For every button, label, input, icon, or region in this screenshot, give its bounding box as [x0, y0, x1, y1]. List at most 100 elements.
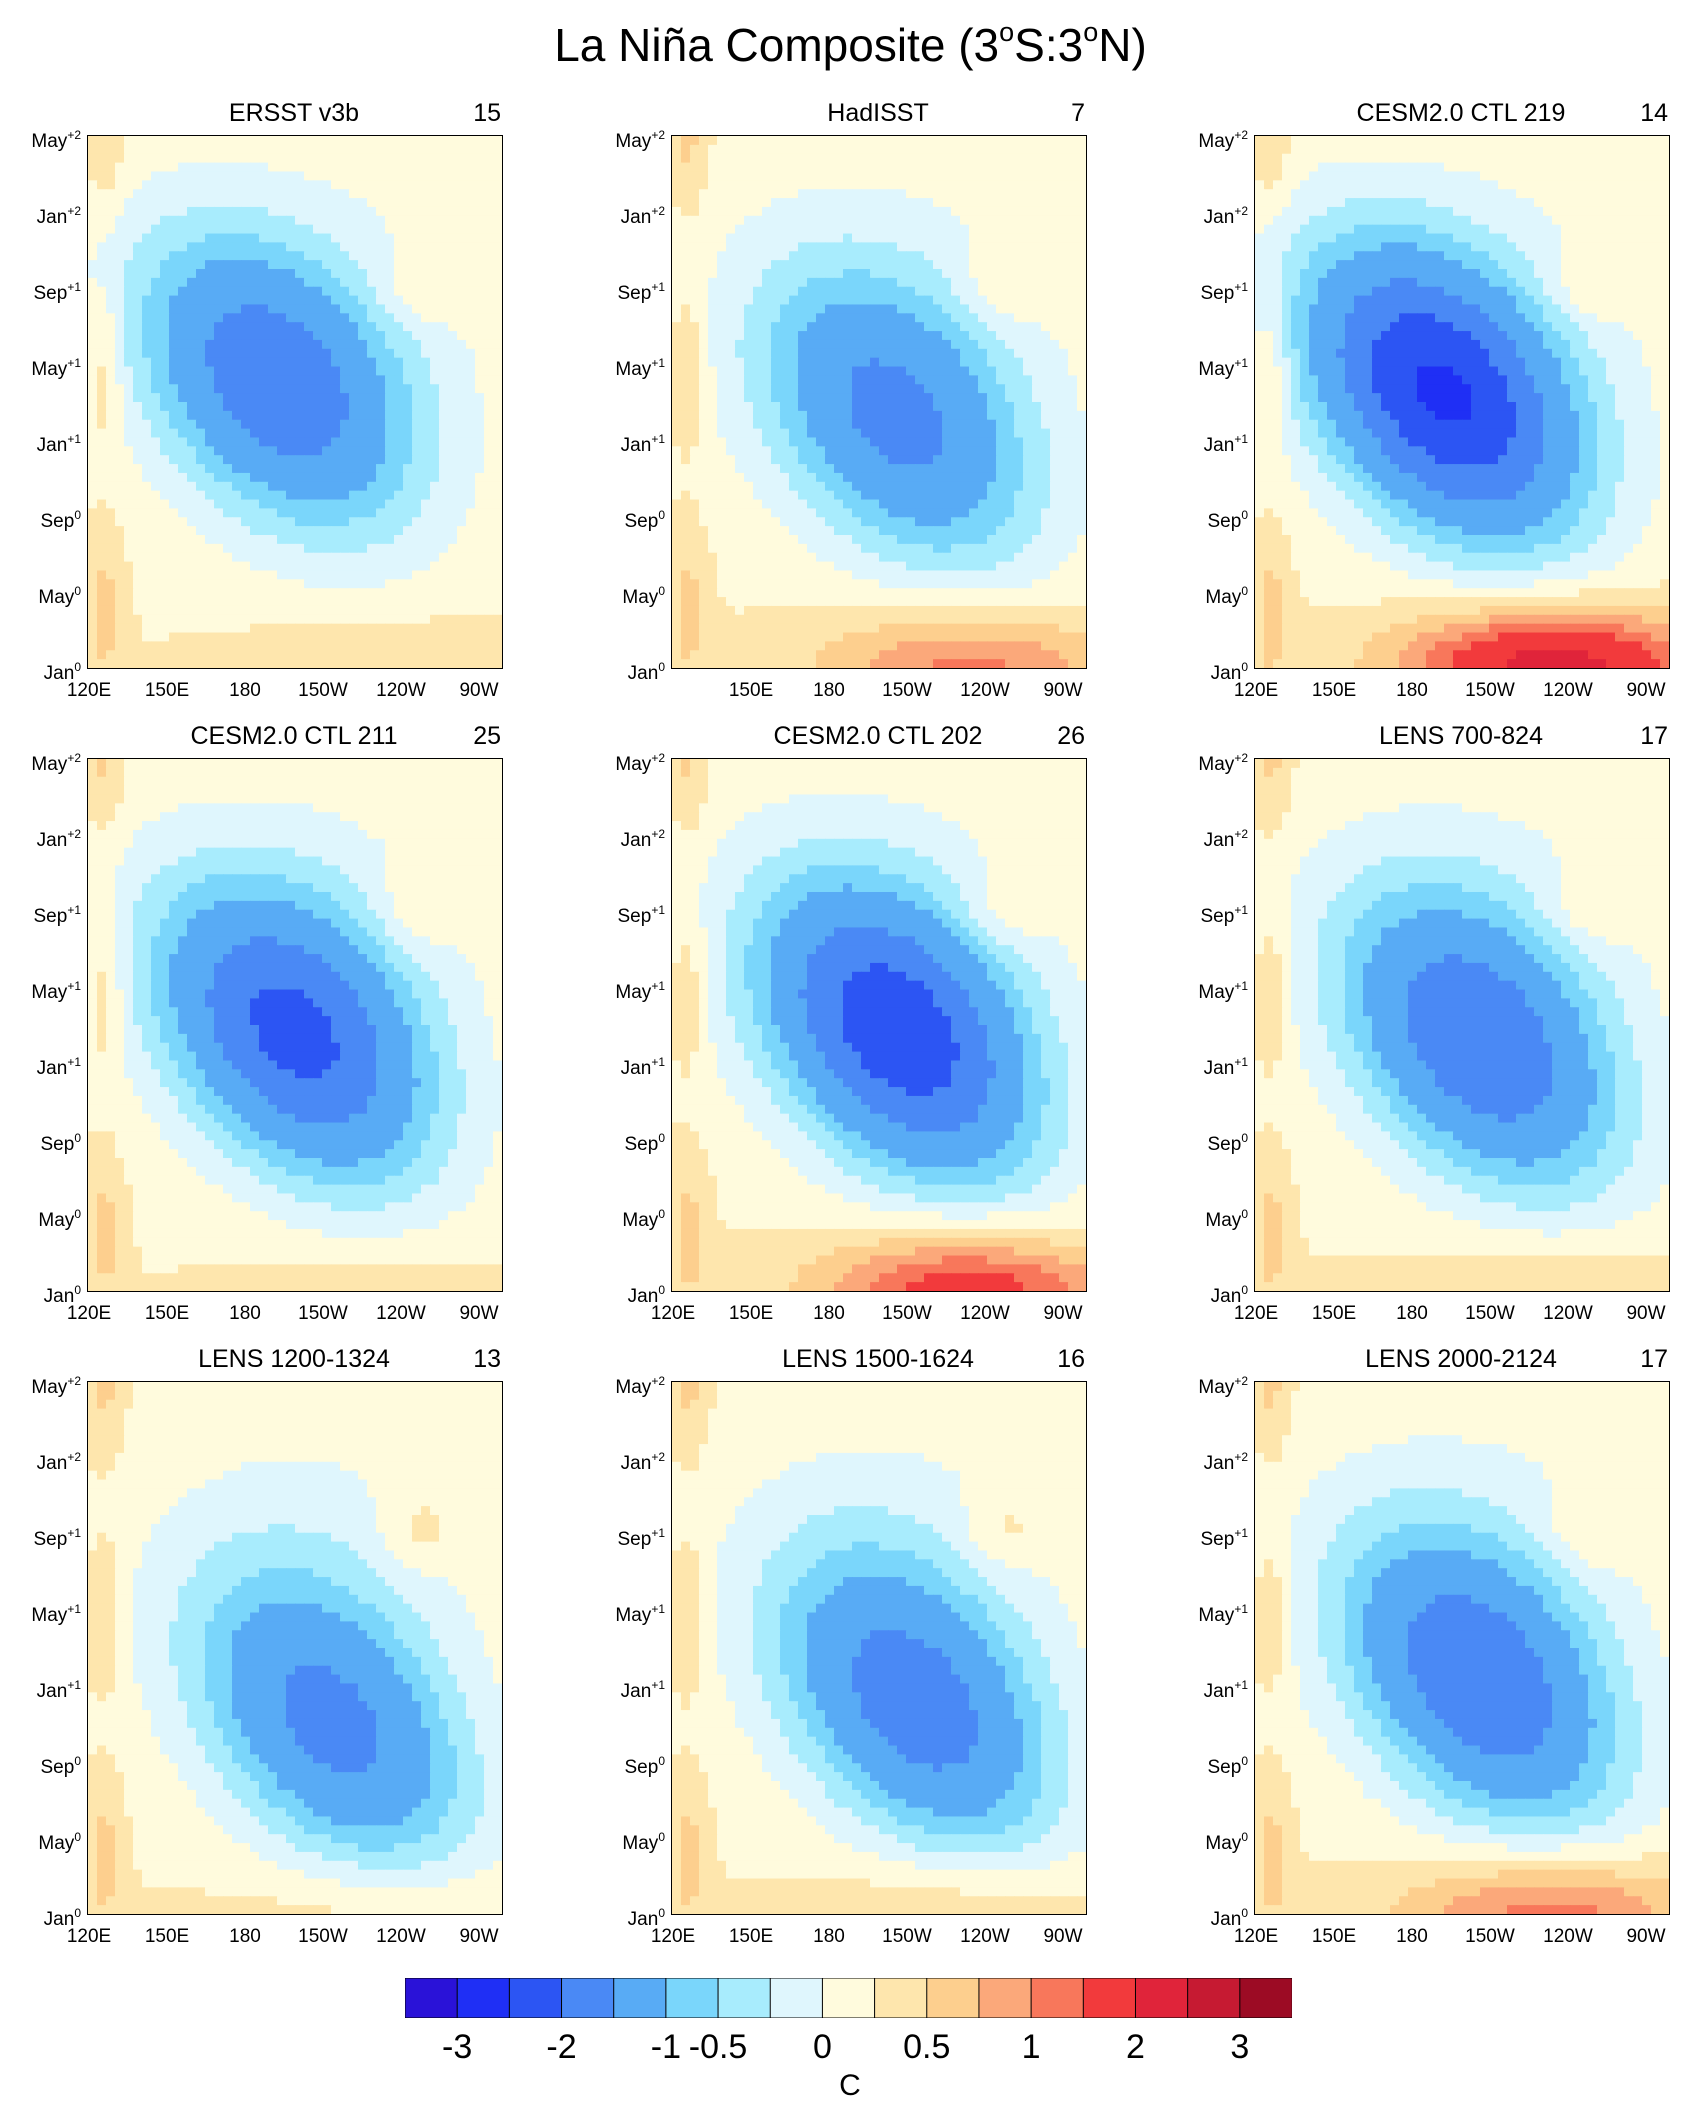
x-tick-label: 120W — [950, 1304, 1020, 1324]
colorbar-swatch — [874, 1978, 928, 2018]
x-tick-label: 150E — [132, 1304, 202, 1324]
colorbar-swatch — [769, 1978, 824, 2018]
colorbar-swatch — [978, 1978, 1032, 2018]
panel-field-2 — [672, 136, 1086, 668]
panel-event-count: 26 — [1025, 722, 1085, 750]
y-tick-label: May+2 — [595, 748, 665, 775]
y-tick-label: Sep0 — [595, 1128, 666, 1155]
x-tick-label: 90W — [444, 1927, 514, 1947]
y-tick-label: Jan+2 — [11, 824, 81, 851]
x-tick-label: 150E — [1299, 681, 1369, 701]
y-tick-label: Jan+1 — [11, 1052, 81, 1079]
y-tick-label: May+2 — [11, 125, 81, 152]
panel-field-6 — [1255, 759, 1669, 1291]
y-tick-label: Jan0 — [1178, 657, 1248, 684]
panel-event-count: 16 — [1025, 1345, 1085, 1373]
colorbar-swatch — [1239, 1978, 1292, 2018]
panel-2 — [671, 135, 1087, 669]
y-tick-label: May0 — [11, 1204, 81, 1231]
y-tick-label: May0 — [595, 581, 665, 608]
x-tick-label: 180 — [794, 681, 864, 701]
y-tick-label: May+2 — [11, 1371, 81, 1398]
colorbar-tick-label: -2 — [522, 2028, 602, 2066]
x-tick-label: 150W — [288, 1927, 358, 1947]
x-tick-label: 120W — [950, 1927, 1020, 1947]
y-tick-label: Sep+1 — [11, 900, 82, 927]
x-tick-label: 120W — [1533, 681, 1603, 701]
x-tick-label: 120E — [54, 1927, 124, 1947]
x-tick-label: 120W — [950, 681, 1020, 701]
y-tick-label: Jan+2 — [11, 1447, 81, 1474]
panel-title: CESM2.0 CTL 211 — [147, 722, 441, 750]
y-tick-label: Sep+1 — [595, 1523, 666, 1550]
y-tick-label: May+1 — [11, 1599, 81, 1626]
x-tick-label: 90W — [1028, 1927, 1098, 1947]
x-tick-label: 180 — [1377, 1927, 1447, 1947]
colorbar-swatch — [508, 1978, 563, 2018]
colorbar-tick-label: 0.5 — [887, 2028, 967, 2066]
x-tick-label: 150E — [132, 681, 202, 701]
y-tick-label: May+1 — [1178, 976, 1248, 1003]
panel-event-count: 17 — [1608, 722, 1668, 750]
panel-event-count: 17 — [1608, 1345, 1668, 1373]
y-tick-label: Jan+1 — [1178, 429, 1248, 456]
x-tick-label: 180 — [210, 681, 280, 701]
x-tick-label: 180 — [794, 1927, 864, 1947]
panel-field-8 — [672, 1382, 1086, 1914]
y-tick-label: May0 — [11, 1827, 81, 1854]
x-tick-label: 90W — [1611, 681, 1681, 701]
panel-8 — [671, 1381, 1087, 1915]
colorbar-tick-label: 0 — [782, 2028, 862, 2066]
x-tick-label: 120E — [1221, 1304, 1291, 1324]
panel-title: LENS 700-824 — [1314, 722, 1608, 750]
x-tick-label: 90W — [444, 681, 514, 701]
panel-6 — [1254, 758, 1670, 1292]
panel-title: LENS 1500-1624 — [731, 1345, 1025, 1373]
x-tick-label: 150E — [716, 681, 786, 701]
y-tick-label: May+1 — [595, 976, 665, 1003]
panel-1 — [87, 135, 503, 669]
y-tick-label: Sep0 — [11, 1128, 82, 1155]
y-tick-label: Sep0 — [1178, 1751, 1249, 1778]
y-tick-label: Sep0 — [595, 1751, 666, 1778]
panel-field-4 — [88, 759, 502, 1291]
y-tick-label: Jan+1 — [1178, 1052, 1248, 1079]
colorbar-swatch — [926, 1978, 980, 2018]
x-tick-label: 150W — [1455, 1927, 1525, 1947]
x-tick-label: 150W — [872, 1927, 942, 1947]
panel-title: ERSST v3b — [147, 99, 441, 127]
figure-title: La Niña Composite (3oS:3oN) — [0, 2, 1701, 75]
colorbar-swatch — [405, 1978, 458, 2018]
x-tick-label: 150E — [1299, 1927, 1369, 1947]
y-tick-label: Jan0 — [11, 657, 81, 684]
y-tick-label: Sep0 — [1178, 505, 1249, 532]
x-tick-label: 180 — [1377, 1304, 1447, 1324]
colorbar-tick-label: -0.5 — [678, 2028, 758, 2066]
x-tick-label: 90W — [1611, 1304, 1681, 1324]
x-tick-label: 90W — [1611, 1927, 1681, 1947]
x-tick-label: 150W — [288, 1304, 358, 1324]
y-tick-label: Sep+1 — [1178, 1523, 1249, 1550]
panel-field-5 — [672, 759, 1086, 1291]
y-tick-label: Jan0 — [1178, 1903, 1248, 1930]
y-tick-label: Sep+1 — [595, 277, 666, 304]
y-tick-label: Sep+1 — [11, 277, 82, 304]
x-tick-label: 90W — [1028, 1304, 1098, 1324]
y-tick-label: Jan+2 — [1178, 1447, 1248, 1474]
colorbar — [405, 1978, 1292, 2018]
y-tick-label: Jan0 — [11, 1903, 81, 1930]
y-tick-label: Sep+1 — [595, 900, 666, 927]
y-tick-label: Jan0 — [595, 657, 665, 684]
colorbar-swatch — [1134, 1978, 1189, 2018]
y-tick-label: May0 — [595, 1827, 665, 1854]
y-tick-label: May+2 — [1178, 748, 1248, 775]
x-tick-label: 150E — [716, 1304, 786, 1324]
y-tick-label: Jan+2 — [595, 201, 665, 228]
y-tick-label: May+2 — [11, 748, 81, 775]
x-tick-label: 90W — [1028, 681, 1098, 701]
x-tick-label: 120E — [54, 681, 124, 701]
y-tick-label: May+2 — [595, 1371, 665, 1398]
x-tick-label: 120W — [1533, 1927, 1603, 1947]
x-tick-label: 180 — [210, 1304, 280, 1324]
colorbar-tick-label: 2 — [1095, 2028, 1175, 2066]
